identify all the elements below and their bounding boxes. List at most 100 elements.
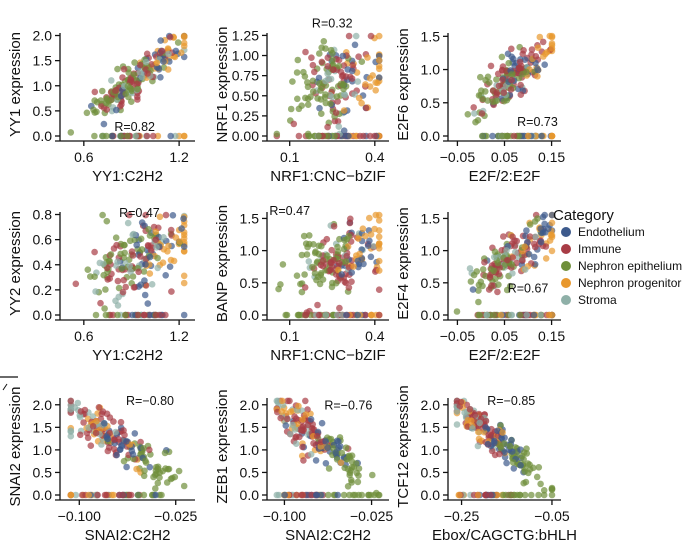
- y-tick-label: 1.0: [421, 442, 441, 458]
- point: [284, 397, 291, 405]
- point: [154, 465, 162, 473]
- point: [87, 442, 95, 450]
- point: [530, 311, 538, 319]
- point: [178, 225, 185, 232]
- point: [537, 311, 544, 319]
- y-tick-label: 0.5: [240, 464, 260, 480]
- point: [160, 234, 167, 241]
- point: [146, 232, 154, 239]
- x-axis-label: YY1:C2H2: [92, 168, 163, 185]
- scatter-panel-4: 0.0 0.2 0.4 0.6 0.8 0.6 1.2 YY1:C2H2 YY2 express…: [7, 206, 195, 364]
- point: [136, 61, 144, 69]
- point: [325, 465, 333, 472]
- y-tick-label: 1.5: [240, 210, 260, 226]
- points: [72, 211, 188, 319]
- point: [355, 235, 362, 242]
- point: [515, 64, 523, 72]
- scatter-panel-8: 0.0 0.5 1.0 1.5 2.0 −0.100 −0.025 SNAI2:C2H2 ZEB…: [214, 389, 393, 543]
- point: [348, 278, 355, 286]
- point: [486, 273, 494, 281]
- point: [119, 288, 127, 296]
- y-tick-label: 2.0: [33, 28, 53, 44]
- point: [487, 62, 495, 70]
- x-tick-label: −0.100: [263, 508, 306, 524]
- point: [103, 433, 110, 441]
- point: [287, 430, 294, 438]
- point: [528, 46, 536, 53]
- scatter-panel-9: 0.0 0.5 1.0 1.5 2.0 −0.25 −0.05 Ebox/CAGCTG:bHL…: [395, 385, 577, 543]
- point: [534, 215, 541, 222]
- y-axis-label: SNAI2 expression: [7, 386, 24, 506]
- point: [115, 284, 123, 292]
- point: [298, 427, 306, 434]
- point: [310, 440, 317, 447]
- point: [520, 479, 527, 487]
- axes: 0.0 0.5 1.0 1.5 2.0 −0.25 −0.05: [421, 397, 570, 524]
- point: [548, 491, 556, 499]
- point: [375, 257, 383, 265]
- y-tick-label: 0.0: [421, 128, 441, 144]
- point: [99, 211, 106, 219]
- point: [476, 419, 484, 427]
- point: [367, 311, 375, 319]
- y-axis-label: TCF12 expression: [395, 385, 412, 508]
- point: [293, 440, 300, 448]
- point: [180, 482, 188, 490]
- point: [282, 422, 290, 429]
- point: [85, 491, 92, 499]
- point: [517, 91, 525, 98]
- legend-marker: [561, 244, 571, 254]
- point: [311, 270, 319, 277]
- point: [180, 215, 187, 222]
- point: [128, 447, 136, 455]
- point: [488, 282, 495, 289]
- point: [493, 91, 500, 98]
- point: [93, 417, 100, 425]
- point: [158, 491, 165, 499]
- point: [520, 449, 528, 456]
- point: [115, 293, 122, 301]
- point: [548, 247, 556, 255]
- point: [318, 242, 325, 250]
- point: [345, 284, 353, 291]
- point: [375, 57, 383, 64]
- point: [318, 419, 326, 427]
- point: [143, 50, 151, 58]
- y-tick-label: 0.5: [33, 103, 53, 119]
- point: [89, 423, 97, 430]
- y-tick-label: 1.5: [421, 419, 441, 435]
- point: [99, 87, 106, 95]
- correlation-annotation: R=0.82: [114, 120, 155, 134]
- point: [180, 32, 188, 40]
- point: [91, 273, 98, 281]
- point: [67, 428, 75, 436]
- point: [167, 256, 175, 264]
- point: [491, 248, 499, 255]
- point: [146, 253, 154, 261]
- point: [548, 211, 556, 219]
- point: [354, 311, 362, 319]
- scatter-panel-5: 0.0 0.5 1.0 1.5 0.1 0.4 NRF1:CNC−bZIF BANP expr…: [214, 204, 389, 364]
- point: [295, 311, 303, 319]
- point: [314, 432, 321, 440]
- point: [470, 271, 478, 279]
- point: [498, 434, 506, 442]
- point: [343, 252, 351, 260]
- point: [375, 267, 383, 274]
- point: [496, 450, 503, 458]
- point: [282, 311, 290, 319]
- point: [296, 433, 303, 441]
- point: [149, 132, 157, 140]
- point: [310, 241, 317, 248]
- point: [493, 76, 500, 83]
- point: [125, 69, 132, 76]
- point: [525, 132, 532, 140]
- point: [153, 59, 161, 67]
- point: [323, 252, 331, 259]
- scatter-panel-1: 0.0 0.5 1.0 1.5 2.0 0.6 1.2 YY1:C2H2 YY1 express…: [7, 28, 195, 185]
- point: [316, 80, 323, 87]
- point: [539, 38, 547, 46]
- y-tick-label: 0.8: [33, 207, 53, 223]
- point: [508, 436, 515, 444]
